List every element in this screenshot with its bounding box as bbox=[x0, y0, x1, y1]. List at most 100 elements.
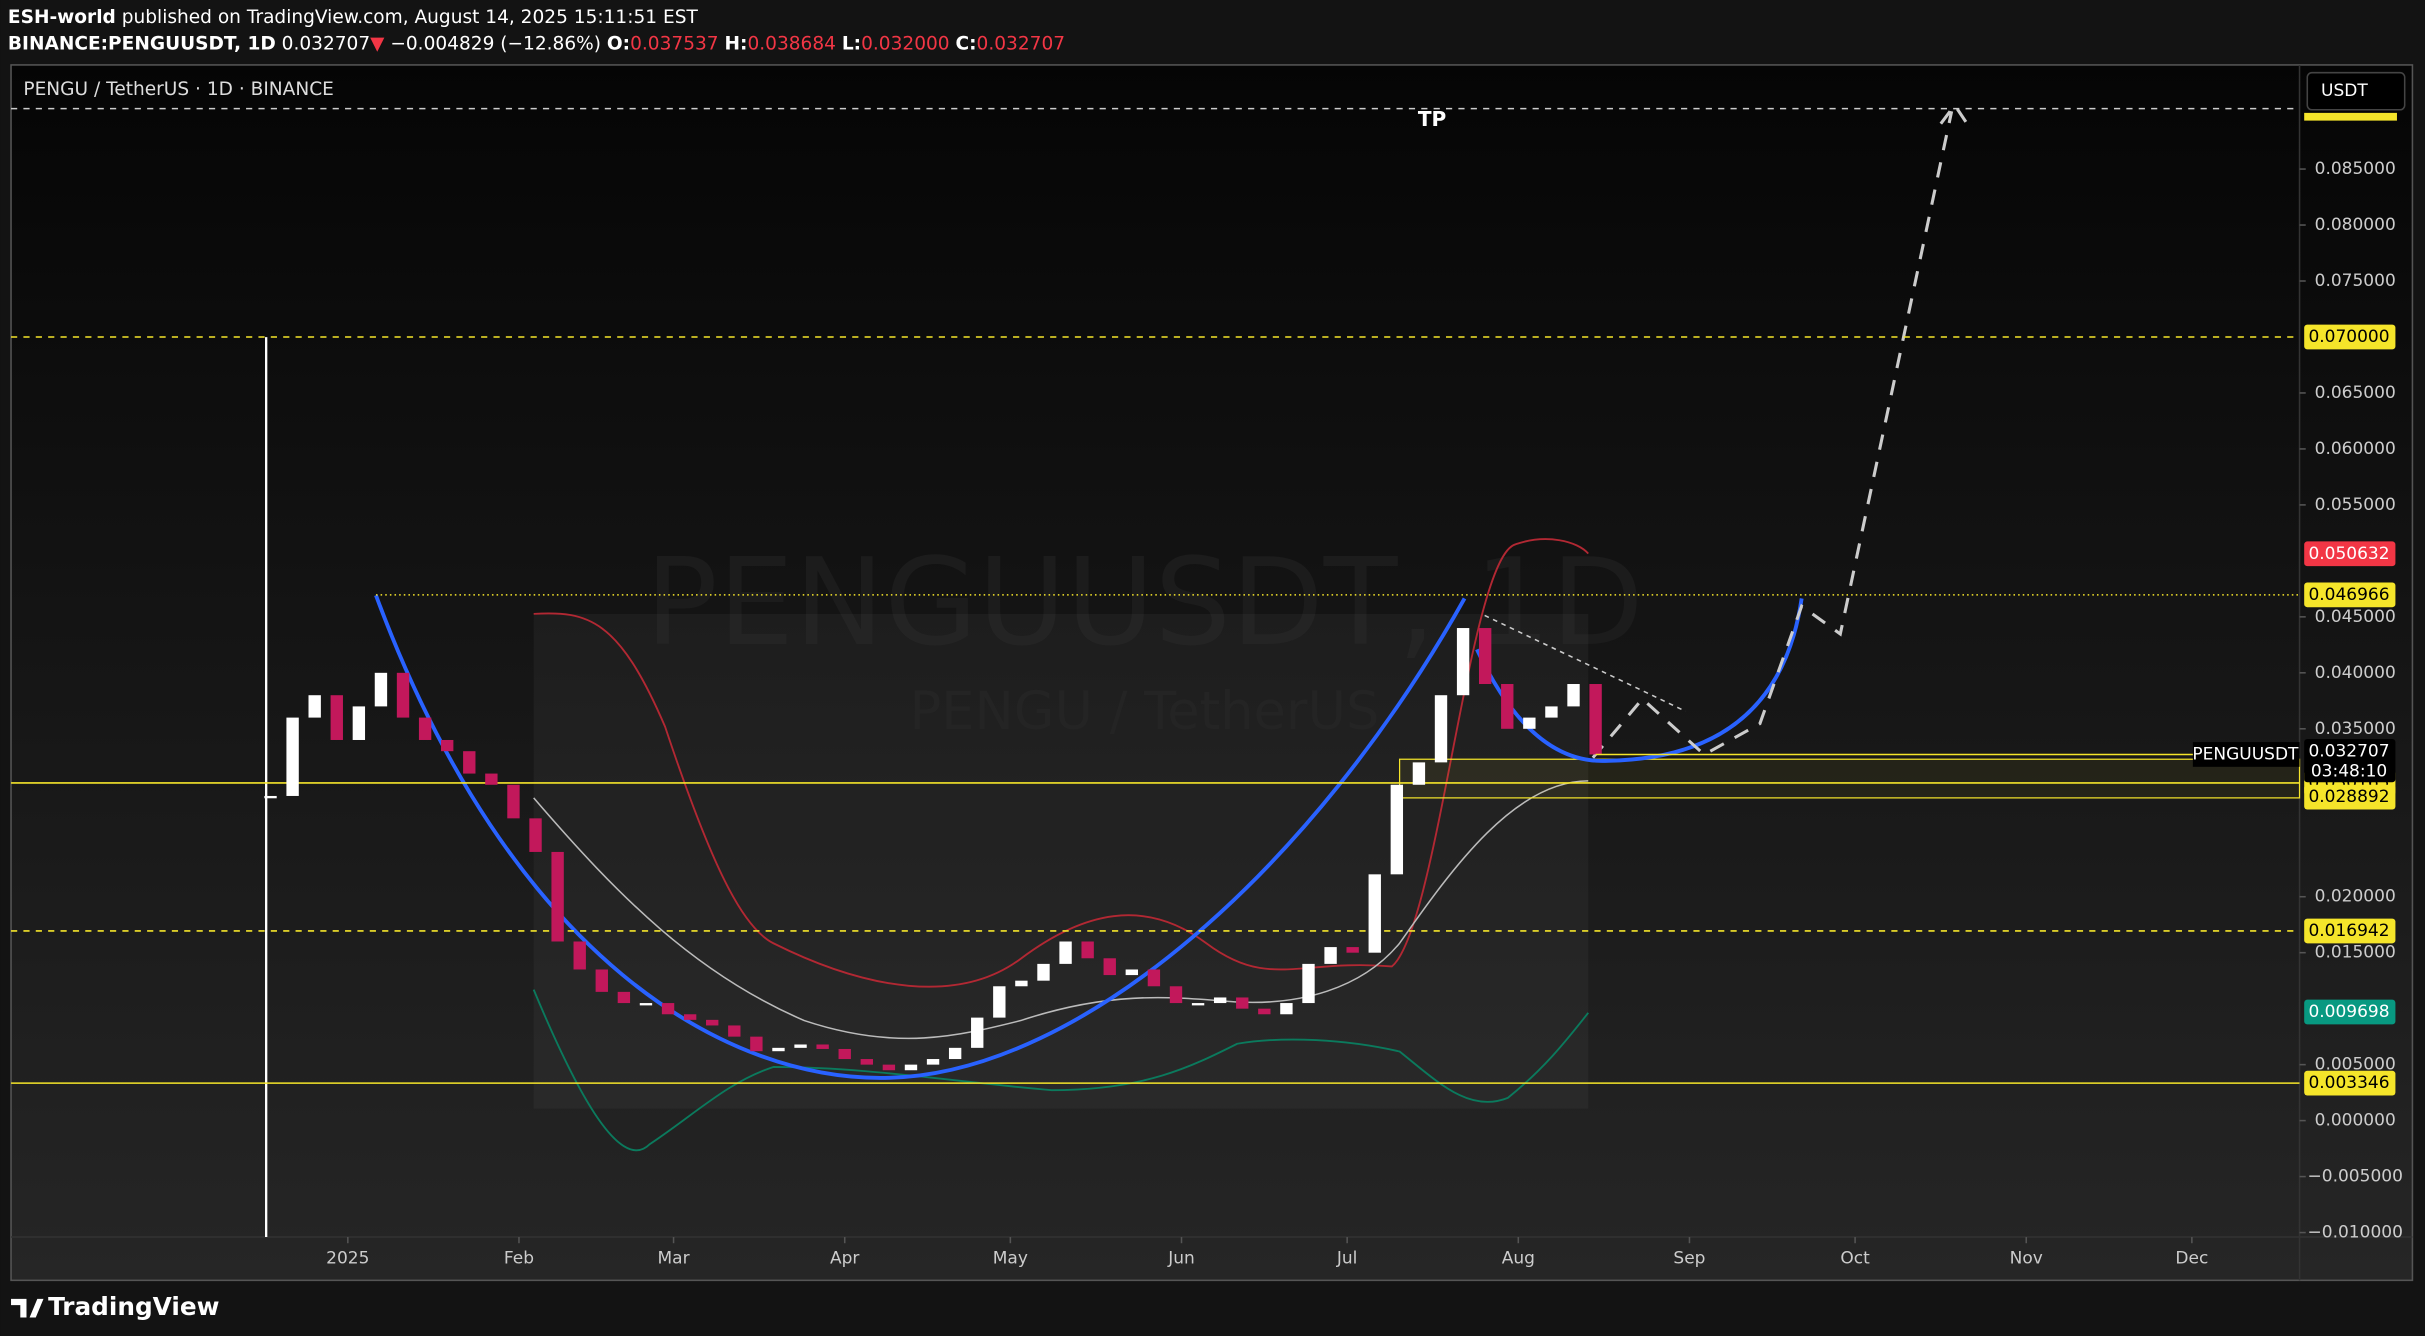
symbol-label: PENGUUSDT bbox=[2192, 744, 2299, 764]
candle bbox=[330, 695, 343, 740]
candle bbox=[1346, 947, 1359, 953]
currency-button[interactable] bbox=[2306, 71, 2406, 111]
candle bbox=[441, 739, 454, 752]
x-tick-label: Apr bbox=[830, 1249, 859, 1269]
tp-annotation: TP bbox=[1418, 107, 1446, 131]
y-tick-label: 0.080000 bbox=[2315, 215, 2396, 235]
candle bbox=[1103, 958, 1116, 976]
candle bbox=[374, 672, 388, 707]
arrow: ▼ bbox=[370, 33, 385, 54]
candle bbox=[1081, 941, 1094, 959]
c: 0.032707 bbox=[977, 33, 1065, 54]
candle bbox=[661, 1003, 675, 1015]
o: 0.037537 bbox=[630, 33, 718, 54]
y-tick-label: 0.085000 bbox=[2315, 159, 2396, 179]
candle bbox=[573, 941, 586, 970]
candle bbox=[1258, 1008, 1271, 1015]
zone-box bbox=[1398, 758, 2301, 799]
candle bbox=[1545, 706, 1558, 718]
level-label: 0.016942 bbox=[2308, 921, 2389, 941]
l-label: L: bbox=[842, 33, 861, 54]
candle bbox=[904, 1064, 918, 1071]
candle bbox=[1125, 969, 1139, 976]
candle bbox=[1147, 969, 1161, 987]
candle bbox=[948, 1047, 962, 1060]
author: ESH-world bbox=[8, 7, 116, 28]
candle bbox=[1434, 695, 1448, 763]
candle bbox=[1478, 628, 1492, 685]
o-label: O: bbox=[607, 33, 630, 54]
x-tick-label: Dec bbox=[2175, 1249, 2208, 1269]
candle bbox=[750, 1036, 763, 1052]
x-tick-label: Oct bbox=[1840, 1249, 1870, 1269]
level-label: 0.046966 bbox=[2308, 585, 2389, 605]
x-tick-label: Sep bbox=[1673, 1249, 1705, 1269]
candle bbox=[1589, 684, 1602, 755]
brand: TradingView bbox=[48, 1292, 219, 1321]
candle bbox=[418, 717, 432, 740]
y-tick-label: 0.005000 bbox=[2315, 1055, 2396, 1075]
h-label: H: bbox=[725, 33, 748, 54]
candle bbox=[507, 784, 520, 819]
symbol-badge bbox=[2192, 742, 2300, 767]
level-badge bbox=[2304, 582, 2396, 608]
handle-curve bbox=[1475, 598, 1804, 763]
candle bbox=[1390, 784, 1404, 875]
level-label: 0.003346 bbox=[2308, 1073, 2389, 1093]
tp-marker bbox=[2304, 112, 2397, 121]
candle bbox=[308, 695, 321, 718]
quote-line: BINANCE:PENGUUSDT, 1D 0.032707▼ −0.00482… bbox=[8, 33, 1065, 54]
candle bbox=[1412, 762, 1426, 785]
x-tick-label: Jul bbox=[1336, 1249, 1358, 1269]
price-badge bbox=[2304, 541, 2396, 567]
y-tick-label: 0.020000 bbox=[2315, 887, 2396, 907]
published: published on TradingView.com, August 14,… bbox=[122, 7, 699, 28]
data-layer: −0.010000 −0.005000 0.000000 0.005000 0.0150… bbox=[11, 107, 2403, 1269]
trend-line bbox=[1484, 614, 1686, 712]
candle bbox=[1191, 1003, 1205, 1006]
candle bbox=[706, 1019, 719, 1026]
candle bbox=[1302, 963, 1315, 1004]
candle bbox=[860, 1059, 873, 1065]
candle bbox=[1169, 986, 1183, 1004]
cup-curve bbox=[374, 594, 1467, 1080]
y-tick-label: 0.035000 bbox=[2315, 719, 2396, 739]
y-tick-label: 0.060000 bbox=[2315, 439, 2396, 459]
candle bbox=[926, 1059, 940, 1065]
candle bbox=[882, 1064, 896, 1071]
candle bbox=[1213, 997, 1227, 1004]
price-badge-label: 0.028892 bbox=[2308, 787, 2389, 807]
candle bbox=[728, 1025, 741, 1037]
candle bbox=[264, 795, 277, 799]
last-price-badge bbox=[2304, 739, 2396, 783]
c-label: C: bbox=[956, 33, 977, 54]
candle bbox=[1523, 717, 1536, 729]
level-label: 0.070000 bbox=[2308, 327, 2389, 347]
candle bbox=[1236, 997, 1249, 1009]
candle bbox=[816, 1044, 829, 1049]
last: 0.032707 bbox=[282, 33, 371, 54]
x-tick-label: Feb bbox=[504, 1249, 534, 1269]
candle bbox=[529, 818, 542, 852]
candle bbox=[1037, 963, 1050, 981]
level-badge bbox=[2304, 324, 2396, 350]
candle bbox=[396, 672, 410, 718]
band-lower bbox=[532, 989, 1589, 1152]
candle bbox=[485, 773, 498, 785]
x-tick-label: May bbox=[993, 1249, 1028, 1269]
candle bbox=[1368, 874, 1381, 953]
candle bbox=[1324, 947, 1337, 964]
currency[interactable]: USDT bbox=[2321, 81, 2368, 101]
chart-frame bbox=[10, 64, 2414, 1282]
x-tick-label: Aug bbox=[1502, 1249, 1535, 1269]
candle bbox=[352, 706, 366, 740]
candle bbox=[1501, 684, 1514, 729]
candle bbox=[639, 1003, 653, 1006]
y-tick-label: −0.005000 bbox=[2308, 1167, 2403, 1187]
y-tick-label: 0.055000 bbox=[2315, 495, 2396, 515]
price-badge-label: 0.050632 bbox=[2308, 544, 2389, 564]
candle bbox=[551, 851, 564, 942]
price-badge bbox=[2304, 784, 2396, 810]
watermark-sub: PENGU / TetherUS bbox=[910, 681, 1380, 742]
